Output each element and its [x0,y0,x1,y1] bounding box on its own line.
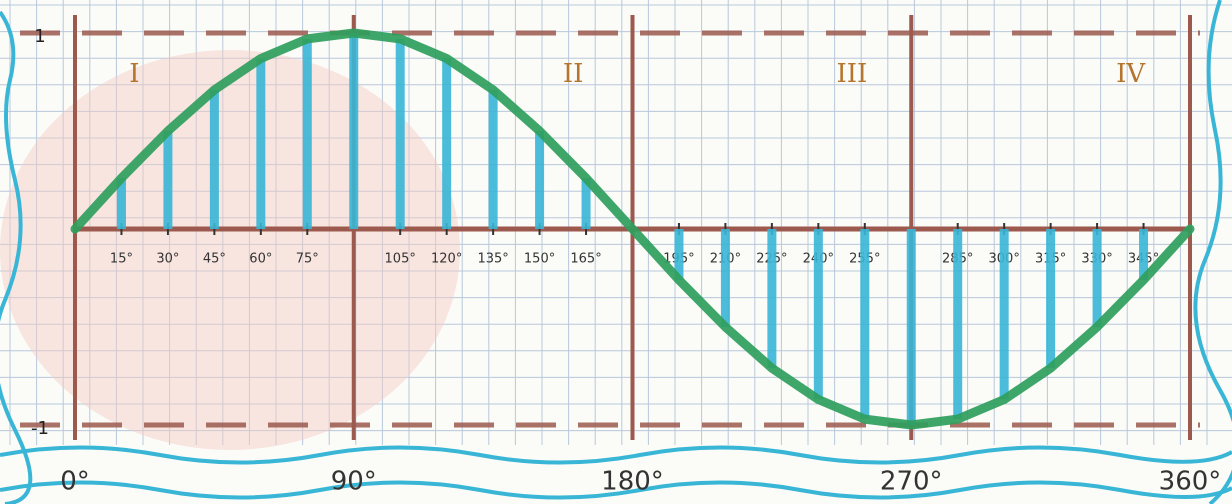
minor-tick-label: 30° [156,252,179,267]
quadrant-label: II [563,59,584,89]
minor-tick-label: 105° [385,252,416,267]
minor-tick-label: 150° [524,252,555,267]
minor-tick-label: 165° [570,252,601,267]
wavy-border [1195,0,1232,504]
y-tick-label: 1 [34,26,45,47]
quadrant-label: I [129,59,139,89]
x-tick-label: 0° [60,467,90,497]
minor-tick-label: 120° [431,252,462,267]
quadrant-label: IV [1116,59,1146,89]
y-tick-label: -1 [31,418,49,439]
x-tick-label: 90° [331,467,377,497]
stain [0,50,460,450]
x-tick-label: 180° [601,467,664,497]
chart: -1 1 0° 90° 180° 270° 360° 15° 30° 45° 60° 75° 105° 1… [0,0,1232,504]
minor-tick-label: 60° [249,252,272,267]
quadrant-label: III [836,59,867,89]
minor-tick-label: 75° [296,252,319,267]
wavy-border [0,448,1232,463]
x-tick-label: 360° [1159,467,1222,497]
minor-tick-label: 15° [110,252,133,267]
minor-tick-label: 135° [477,252,508,267]
minor-tick-label: 45° [203,252,226,267]
x-tick-label: 270° [880,467,943,497]
